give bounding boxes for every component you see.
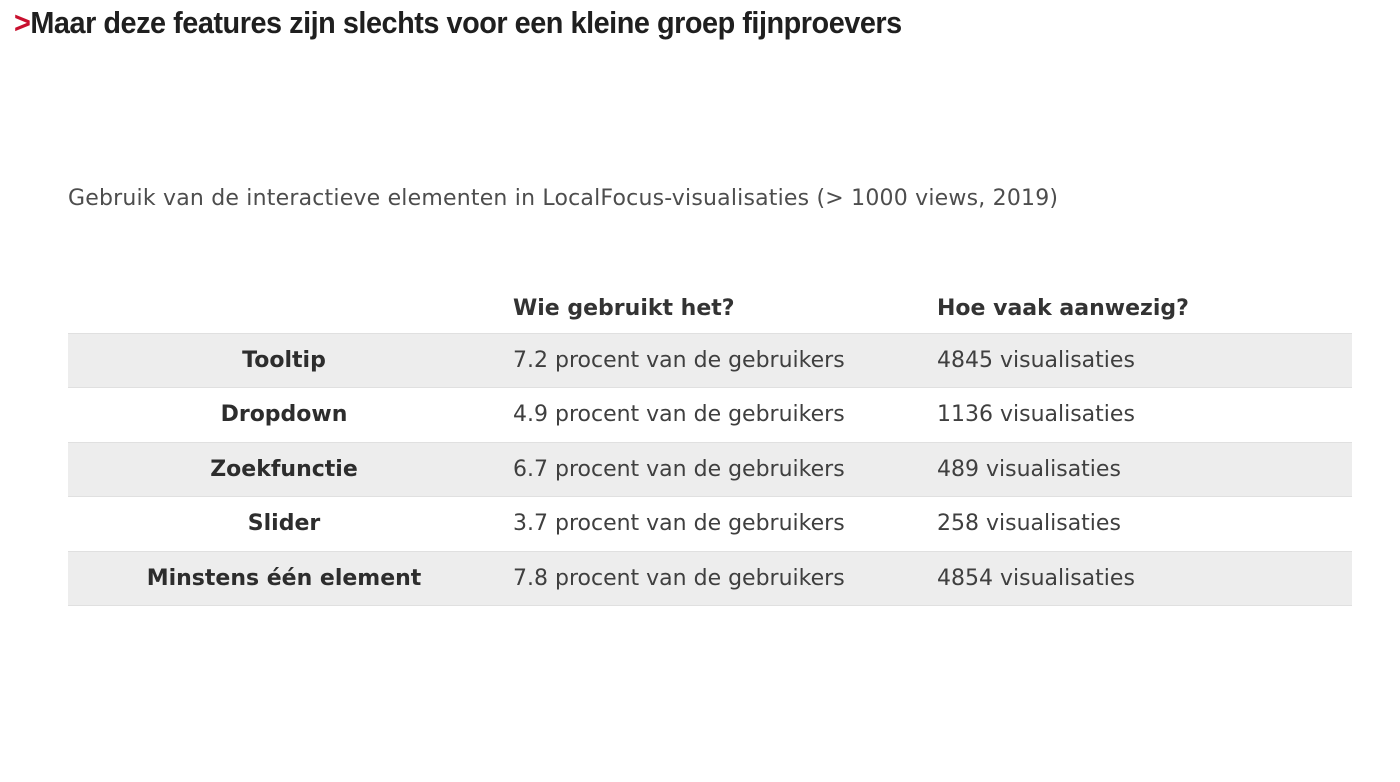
table-row: Tooltip 7.2 procent van de gebruikers 4845… [68, 333, 1352, 388]
row-usage-value: 4.9 procent van de gebruikers [513, 402, 845, 428]
title-accent-chevron: > [14, 5, 31, 40]
chart-title: Gebruik van de interactieve elementen in… [68, 186, 1059, 211]
row-presence-value: 4845 visualisaties [937, 347, 1135, 373]
row-usage-value: 7.2 procent van de gebruikers [513, 347, 845, 373]
row-presence-value: 1136 visualisaties [937, 402, 1135, 428]
table-header-row: Wie gebruikt het? Hoe vaak aanwezig? [68, 283, 1352, 333]
table-row: Slider 3.7 procent van de gebruikers 258 v… [68, 497, 1352, 552]
row-usage-value: 7.8 procent van de gebruikers [513, 565, 845, 591]
row-label: Minstens één element [146, 565, 422, 591]
title-text: Maar deze features zijn slechts voor een… [30, 5, 902, 40]
page-title-inner: >Maar deze features zijn slechts voor ee… [14, 5, 902, 41]
row-usage-value: 6.7 procent van de gebruikers [513, 456, 845, 482]
column-header-usage: Wie gebruikt het? [513, 295, 735, 321]
row-label: Zoekfunctie [210, 456, 358, 482]
table-row: Minstens één element 7.8 procent van de g… [68, 551, 1352, 606]
column-header-presence: Hoe vaak aanwezig? [937, 295, 1189, 321]
row-presence-value: 489 visualisaties [937, 456, 1121, 482]
table-row: Zoekfunctie 6.7 procent van de gebruikers… [68, 442, 1352, 497]
data-table: Wie gebruikt het? Hoe vaak aanwezig? Too… [68, 283, 1352, 606]
row-label: Dropdown [220, 402, 348, 428]
row-label: Tooltip [242, 347, 326, 373]
table-body: Tooltip 7.2 procent van de gebruikers 4845… [68, 333, 1352, 606]
page-title: >Maar deze features zijn slechts voor ee… [14, 5, 969, 41]
row-presence-value: 4854 visualisaties [937, 565, 1135, 591]
row-presence-value: 258 visualisaties [937, 511, 1121, 537]
row-label: Slider [247, 511, 321, 537]
table-row: Dropdown 4.9 procent van de gebruikers 113… [68, 388, 1352, 443]
row-usage-value: 3.7 procent van de gebruikers [513, 511, 845, 537]
